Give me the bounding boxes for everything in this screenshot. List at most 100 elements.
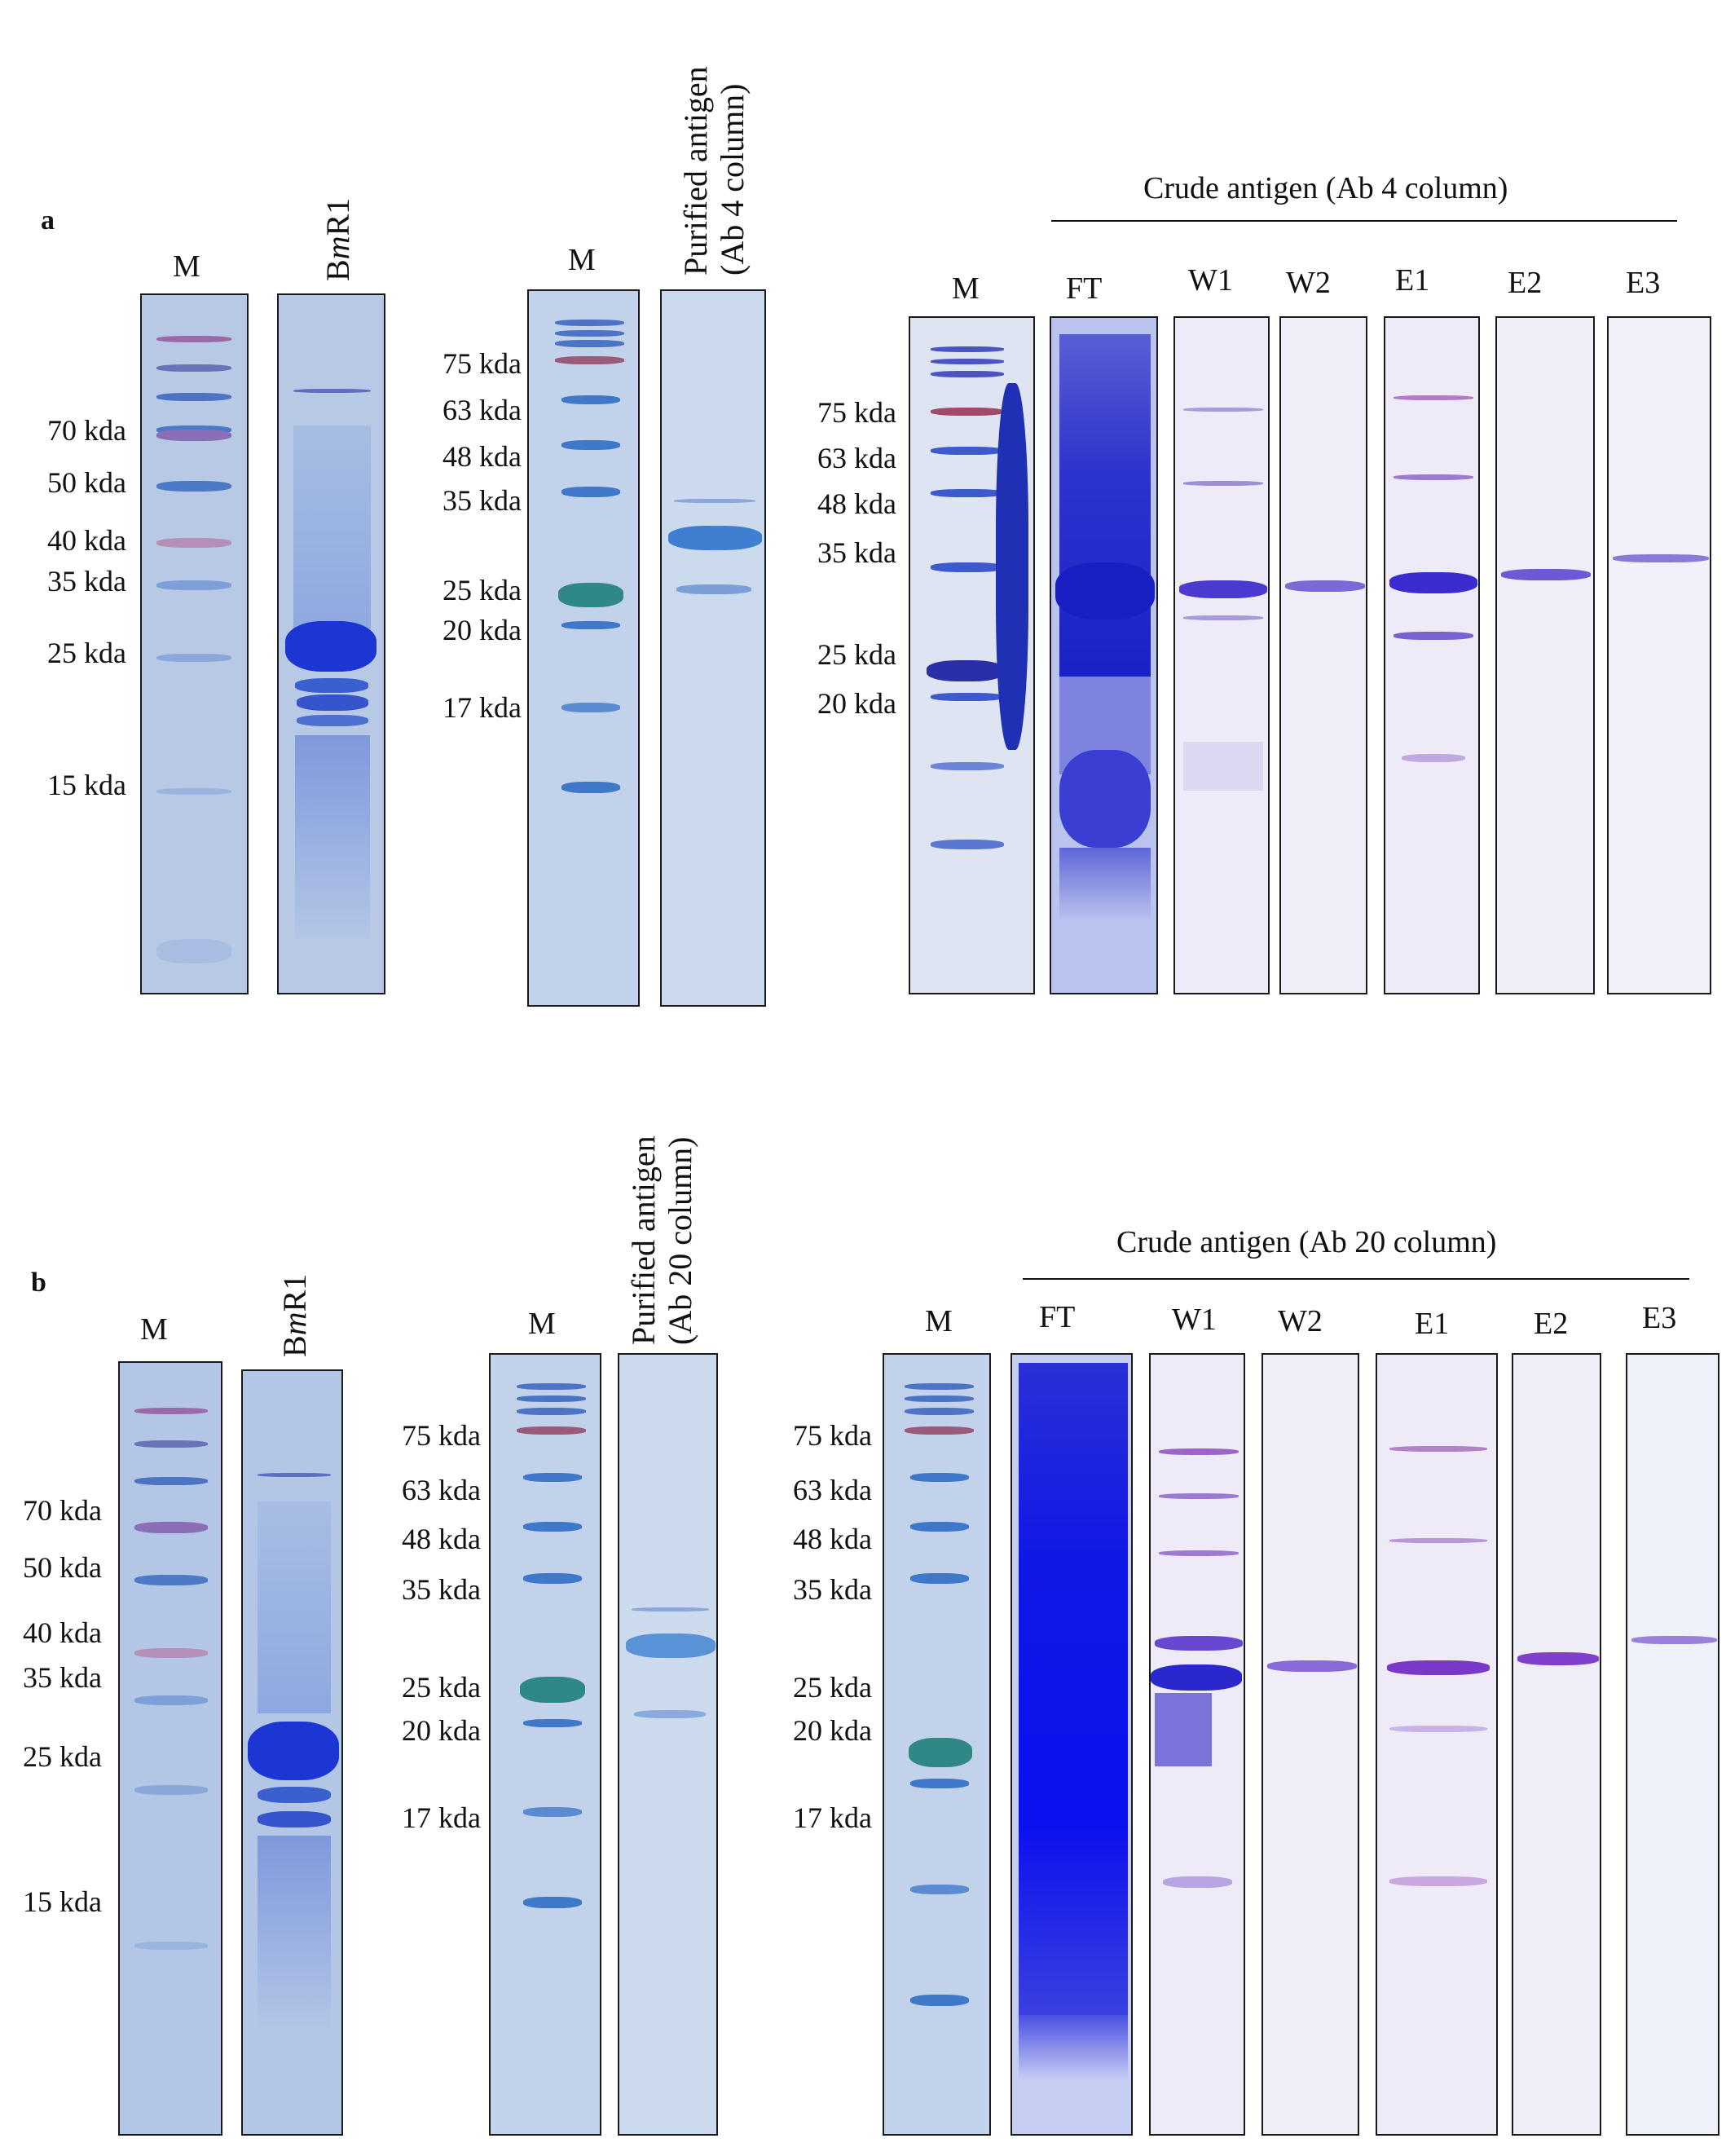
marker-band (561, 487, 620, 497)
sample-band (1059, 750, 1151, 848)
a-gel3-lane-label: E1 (1395, 263, 1430, 298)
marker-band (561, 440, 620, 450)
sample-band (634, 1710, 706, 1718)
panel-a-letter: a (41, 205, 55, 236)
b-gel3-e1-lane (1376, 1353, 1498, 2136)
a-gel3-mw-label: 20 kda (817, 687, 896, 720)
marker-band (931, 693, 1004, 701)
a-gel1-mw-label: 40 kda (47, 524, 126, 557)
sample-band (1402, 754, 1465, 762)
b-gel3-mw-label: 63 kda (793, 1474, 872, 1506)
sample-band (1613, 554, 1709, 562)
sample-band (285, 621, 376, 672)
marker-band (910, 1779, 969, 1788)
a-gel3-lane-label: W2 (1286, 266, 1331, 300)
sample-band (1183, 615, 1263, 620)
sample-band (1151, 1664, 1242, 1691)
marker-band (134, 1575, 208, 1585)
marker-band (931, 408, 1004, 416)
marker-band (927, 660, 1004, 681)
b-gel3-lane-label: E2 (1534, 1307, 1569, 1341)
marker-band (156, 654, 231, 662)
sample-band (1285, 580, 1365, 592)
a-gel3-e1-lane (1384, 316, 1480, 994)
sample-band (248, 1722, 339, 1780)
sample-band (1163, 1876, 1232, 1888)
a-gel3-w2-lane (1279, 316, 1367, 994)
a-gel1-mw-label: 70 kda (47, 414, 126, 447)
b-gel2-mw-label: 17 kda (402, 1801, 481, 1834)
marker-band (156, 580, 231, 590)
b-gel3-lane-label: W1 (1172, 1303, 1217, 1337)
a-gel1-mw-label: 15 kda (47, 769, 126, 801)
marker-band (905, 1395, 974, 1402)
b-gel3-mw-label: 75 kda (793, 1419, 872, 1452)
b-gel1-lane-label-bmr1: BmR1 (276, 1273, 313, 1357)
b-gel2-mw-label: 63 kda (402, 1474, 481, 1506)
marker-band (561, 703, 620, 712)
sample-band (1389, 1446, 1487, 1452)
sample-band (258, 1811, 331, 1828)
marker-band (517, 1383, 586, 1390)
a-gel1-mw-label: 35 kda (47, 565, 126, 597)
b-gel1-marker-lane (118, 1361, 222, 2136)
b-gel1-mw-label: 35 kda (23, 1661, 102, 1694)
marker-band (558, 583, 623, 607)
marker-band (156, 393, 231, 401)
b-gel3-lane-label: FT (1039, 1300, 1076, 1334)
marker-band (517, 1408, 586, 1415)
marker-band (555, 356, 624, 364)
marker-band (910, 1522, 969, 1532)
sample-band (1389, 1876, 1487, 1886)
marker-band (931, 489, 1004, 497)
marker-band (517, 1426, 586, 1435)
sample-band (626, 1634, 715, 1658)
b-gel2-purified-label: Purified antigen (Ab 20 column) (625, 1135, 698, 1345)
b-gel3-e3-lane (1626, 1353, 1719, 2136)
b-gel3-lane-label: W2 (1278, 1304, 1323, 1338)
b-gel2-purified-lane (618, 1353, 718, 2136)
a-gel2-mw-label: 63 kda (443, 394, 522, 426)
marker-band (156, 788, 231, 795)
marker-band (905, 1408, 974, 1415)
a-gel3-group-line (1051, 220, 1677, 222)
marker-band (156, 481, 231, 492)
b-gel3-ft-lane (1011, 1353, 1133, 2136)
a-gel2-purified-lane (660, 289, 766, 1007)
marker-band (523, 1473, 582, 1482)
sample-band (1517, 1652, 1599, 1665)
a-gel3-mw-label: 35 kda (817, 536, 896, 569)
marker-band (134, 1648, 208, 1658)
b-gel3-mw-label: 35 kda (793, 1573, 872, 1606)
marker-band (561, 395, 620, 404)
marker-band (134, 1408, 208, 1414)
a-gel3-lane-label: FT (1066, 271, 1103, 306)
marker-band (910, 1473, 969, 1482)
sample-band (1159, 1493, 1239, 1499)
sample-band (297, 715, 368, 726)
b-gel1-mw-label: 50 kda (23, 1551, 102, 1584)
b-gel3-w2-lane (1261, 1353, 1359, 2136)
marker-band (156, 538, 231, 548)
sample-band (295, 678, 368, 693)
a-gel2-mw-label: 25 kda (443, 574, 522, 606)
a-gel3-group-title: Crude antigen (Ab 4 column) (1143, 171, 1508, 205)
panel-b-letter: b (31, 1268, 46, 1298)
a-gel2-mw-label: 35 kda (443, 484, 522, 517)
sample-band (1394, 395, 1473, 400)
marker-band (905, 1383, 974, 1390)
a-gel1-mw-label: 25 kda (47, 637, 126, 669)
marker-band (134, 1477, 208, 1485)
a-gel3-lane-label: E2 (1508, 266, 1543, 300)
marker-band (156, 336, 231, 342)
a-gel3-w1-lane (1173, 316, 1270, 994)
marker-band (134, 1440, 208, 1448)
b-gel3-group-title: Crude antigen (Ab 20 column) (1116, 1225, 1497, 1259)
b-gel2-mw-label: 75 kda (402, 1419, 481, 1452)
sample-smear (295, 735, 370, 939)
a-gel3-lane-label: M (952, 271, 980, 306)
a-gel2-mw-label: 17 kda (443, 691, 522, 724)
marker-band (555, 340, 624, 347)
marker-band (555, 330, 624, 337)
sample-band (668, 526, 762, 550)
